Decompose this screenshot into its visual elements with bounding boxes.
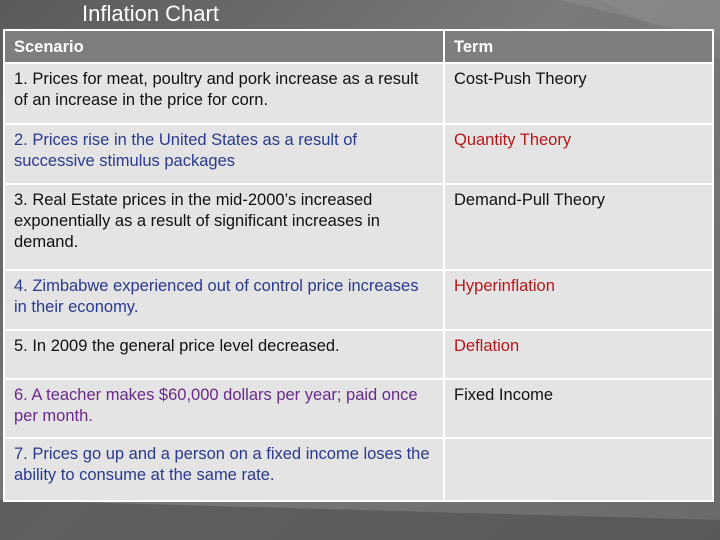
scenario-cell: 1. Prices for meat, poultry and pork inc… (3, 64, 445, 125)
table-header-row: Scenario Term (3, 29, 714, 64)
term-cell: Cost-Push Theory (445, 64, 714, 125)
header-term: Term (445, 29, 714, 64)
inflation-table: Scenario Term 1. Prices for meat, poultr… (3, 29, 714, 502)
scenario-cell: 3. Real Estate prices in the mid-2000’s … (3, 185, 445, 271)
slide-title: Inflation Chart (82, 1, 219, 26)
term-cell: Demand-Pull Theory (445, 185, 714, 271)
term-cell: Hyperinflation (445, 271, 714, 331)
table-row: 5. In 2009 the general price level decre… (3, 331, 714, 380)
scenario-cell: 4. Zimbabwe experienced out of control p… (3, 271, 445, 331)
table-row: 1. Prices for meat, poultry and pork inc… (3, 64, 714, 125)
table-row: 6. A teacher makes $60,000 dollars per y… (3, 380, 714, 439)
table-row: 3. Real Estate prices in the mid-2000’s … (3, 185, 714, 271)
table-row: 2. Prices rise in the United States as a… (3, 125, 714, 185)
term-cell: Deflation (445, 331, 714, 380)
term-cell (445, 439, 714, 502)
table-row: 7. Prices go up and a person on a fixed … (3, 439, 714, 502)
scenario-cell: 5. In 2009 the general price level decre… (3, 331, 445, 380)
table-row: 4. Zimbabwe experienced out of control p… (3, 271, 714, 331)
header-scenario: Scenario (3, 29, 445, 64)
scenario-cell: 7. Prices go up and a person on a fixed … (3, 439, 445, 502)
scenario-cell: 2. Prices rise in the United States as a… (3, 125, 445, 185)
term-cell: Fixed Income (445, 380, 714, 439)
term-cell: Quantity Theory (445, 125, 714, 185)
scenario-cell: 6. A teacher makes $60,000 dollars per y… (3, 380, 445, 439)
